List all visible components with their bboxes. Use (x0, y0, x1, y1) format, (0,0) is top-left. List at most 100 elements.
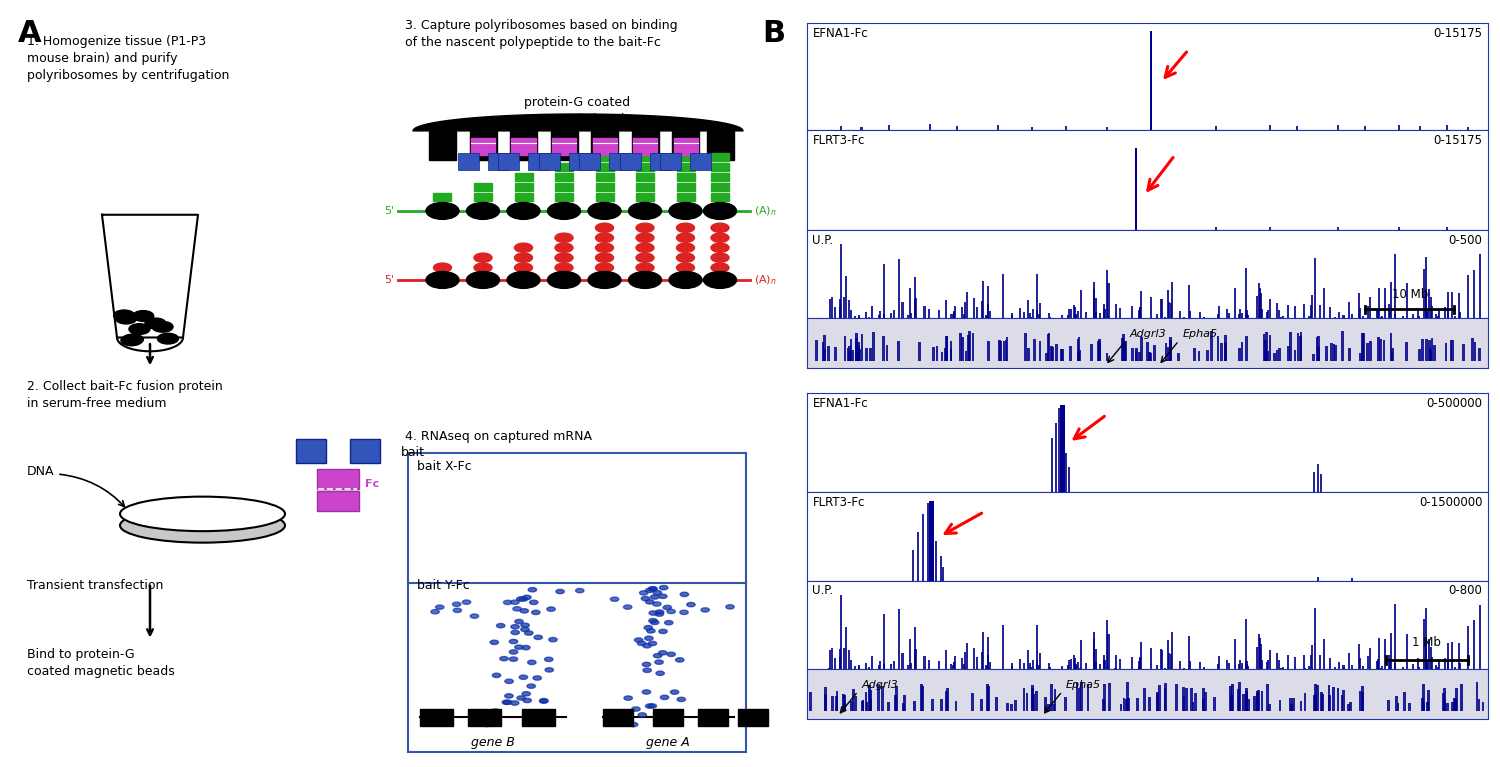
Bar (843, 648, 846, 669)
Bar (420, 709, 453, 726)
Bar (1014, 700, 1017, 711)
Bar (1190, 661, 1191, 669)
Bar (1036, 275, 1038, 318)
Circle shape (638, 713, 646, 717)
Bar (921, 684, 922, 711)
Bar (1035, 660, 1038, 669)
Circle shape (525, 631, 532, 635)
Circle shape (676, 223, 694, 232)
Bar (1360, 692, 1364, 711)
Circle shape (636, 243, 654, 252)
Bar (921, 686, 924, 711)
Bar (1066, 666, 1068, 669)
FancyBboxPatch shape (488, 153, 508, 170)
Bar (555, 193, 573, 201)
Circle shape (700, 607, 709, 612)
Bar (1234, 288, 1236, 318)
Bar (871, 656, 873, 669)
Bar (1383, 639, 1386, 669)
Bar (932, 700, 934, 711)
Bar (1077, 352, 1080, 360)
Bar (1377, 308, 1378, 318)
Bar (1108, 683, 1112, 711)
Bar (855, 696, 858, 711)
Circle shape (630, 723, 638, 726)
Bar (844, 627, 847, 669)
Bar (1002, 624, 1004, 669)
Bar (861, 334, 864, 360)
FancyBboxPatch shape (458, 153, 478, 170)
Bar (1064, 697, 1066, 711)
Bar (843, 701, 846, 711)
Bar (1473, 270, 1474, 318)
Bar (1310, 655, 1311, 669)
Bar (636, 183, 654, 191)
Bar (916, 532, 920, 581)
Bar (1156, 664, 1158, 669)
Circle shape (645, 636, 652, 640)
Bar (596, 153, 613, 161)
Bar (1362, 333, 1365, 360)
Bar (966, 643, 968, 669)
Bar (910, 313, 912, 318)
Bar (928, 309, 930, 318)
Bar (1122, 698, 1125, 711)
Bar (942, 568, 944, 581)
Bar (924, 306, 926, 318)
Bar (1341, 331, 1344, 360)
Bar (1282, 316, 1284, 318)
Text: DNA: DNA (27, 466, 54, 478)
Bar (1446, 703, 1449, 711)
Bar (945, 300, 946, 318)
Bar (1342, 666, 1344, 669)
Bar (1299, 336, 1302, 360)
Bar (1092, 632, 1095, 669)
Bar (846, 348, 849, 360)
Bar (1174, 684, 1178, 711)
Bar (1048, 667, 1052, 669)
Bar (1422, 683, 1425, 711)
Bar (1131, 657, 1132, 669)
Bar (963, 664, 966, 669)
Bar (1350, 702, 1352, 711)
Bar (840, 244, 843, 318)
Text: U.P.: U.P. (813, 584, 834, 597)
Circle shape (549, 637, 556, 642)
Text: protein-G coated
magnetic bead: protein-G coated magnetic bead (525, 96, 630, 126)
Bar (1076, 683, 1078, 711)
Bar (840, 126, 842, 130)
FancyBboxPatch shape (650, 153, 670, 170)
Bar (1164, 668, 1166, 669)
Bar (962, 337, 963, 360)
Bar (870, 690, 871, 711)
Bar (1460, 663, 1461, 669)
Text: Fc: Fc (364, 479, 378, 489)
Circle shape (669, 202, 702, 219)
Circle shape (520, 623, 530, 627)
Bar (928, 124, 930, 130)
Bar (1245, 268, 1246, 318)
Bar (1019, 308, 1022, 318)
Bar (855, 333, 858, 360)
Circle shape (676, 233, 694, 242)
Circle shape (676, 263, 694, 272)
Bar (1216, 336, 1219, 360)
Bar (852, 350, 855, 360)
Bar (676, 153, 694, 161)
FancyBboxPatch shape (609, 153, 630, 170)
Bar (1366, 657, 1370, 669)
Bar (512, 138, 536, 146)
Bar (894, 695, 897, 711)
Bar (1246, 699, 1250, 711)
Bar (884, 314, 885, 318)
Bar (514, 183, 532, 191)
Circle shape (132, 311, 153, 321)
Circle shape (636, 253, 654, 262)
Bar (1218, 306, 1219, 318)
Bar (1452, 698, 1455, 711)
Bar (891, 663, 892, 669)
Bar (1191, 689, 1192, 711)
Bar (914, 701, 916, 711)
Circle shape (670, 690, 680, 694)
Bar (987, 686, 990, 711)
